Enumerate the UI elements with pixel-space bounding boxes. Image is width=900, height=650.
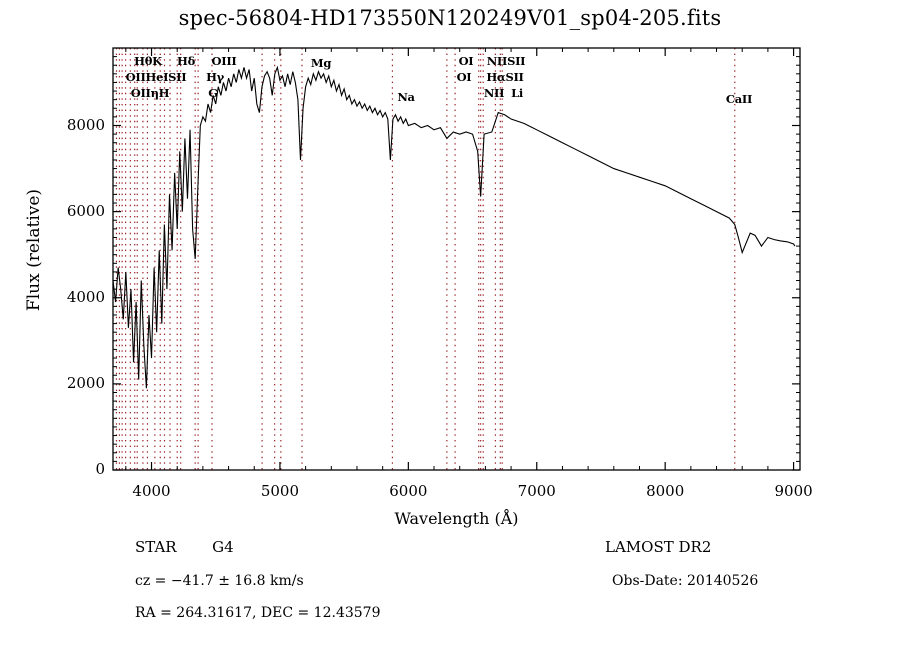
line-label-11: G bbox=[208, 86, 218, 100]
spectral-line-markers bbox=[115, 48, 736, 470]
x-axis-title: Wavelength (Å) bbox=[394, 509, 519, 528]
line-label-7: Hγ bbox=[206, 70, 224, 84]
line-label-3: Mg bbox=[310, 56, 332, 70]
line-label-4: OI bbox=[458, 54, 474, 68]
line-label-5: NIISII bbox=[486, 54, 526, 68]
flux-polyline bbox=[112, 65, 796, 389]
footer-object-type-value: STAR bbox=[135, 538, 177, 556]
y-tick-label-2: 4000 bbox=[66, 287, 105, 306]
footer-coordinates: RA = 264.31617, DEC = 12.43579 bbox=[135, 605, 381, 621]
line-label-2: OIII bbox=[211, 54, 237, 68]
y-tick-label-4: 8000 bbox=[66, 115, 105, 134]
x-tick-label-3: 7000 bbox=[517, 482, 556, 500]
x-tick-label-2: 6000 bbox=[389, 482, 428, 500]
line-label-1: Hδ bbox=[177, 54, 195, 68]
x-tick-label-4: 8000 bbox=[646, 482, 685, 500]
footer-survey: LAMOST DR2 bbox=[605, 538, 712, 556]
line-label-14: Li bbox=[511, 86, 523, 100]
y-tick-label-1: 2000 bbox=[66, 373, 105, 392]
line-label-9: HαSII bbox=[486, 70, 524, 84]
footer-object-type: STAR G4 bbox=[135, 538, 234, 556]
line-label-12: Na bbox=[397, 90, 415, 104]
spectrum-trace bbox=[112, 65, 796, 389]
line-label-13: NII bbox=[483, 86, 505, 100]
y-tick-label-0: 0 bbox=[95, 460, 105, 478]
line-label-15: CaII bbox=[725, 92, 753, 106]
x-tick-label-5: 9000 bbox=[774, 482, 813, 500]
x-tick-label-0: 4000 bbox=[132, 482, 171, 500]
footer-obs-date: Obs-Date: 20140526 bbox=[612, 573, 759, 589]
y-tick-label-3: 6000 bbox=[66, 201, 105, 220]
x-tick-label-1: 5000 bbox=[260, 482, 300, 500]
page-title: spec-56804-HD173550N120249V01_sp04-205.f… bbox=[178, 6, 722, 30]
footer-cz: cz = −41.7 ± 16.8 km/s bbox=[135, 573, 304, 589]
footer-spectral-class: G4 bbox=[212, 538, 234, 556]
line-label-6: OIIHeISII bbox=[125, 70, 187, 84]
line-label-10: OIIηH bbox=[130, 86, 170, 100]
axis-frame bbox=[112, 47, 801, 471]
line-label-0: HθK bbox=[134, 54, 162, 68]
line-label-8: OI bbox=[456, 70, 472, 84]
